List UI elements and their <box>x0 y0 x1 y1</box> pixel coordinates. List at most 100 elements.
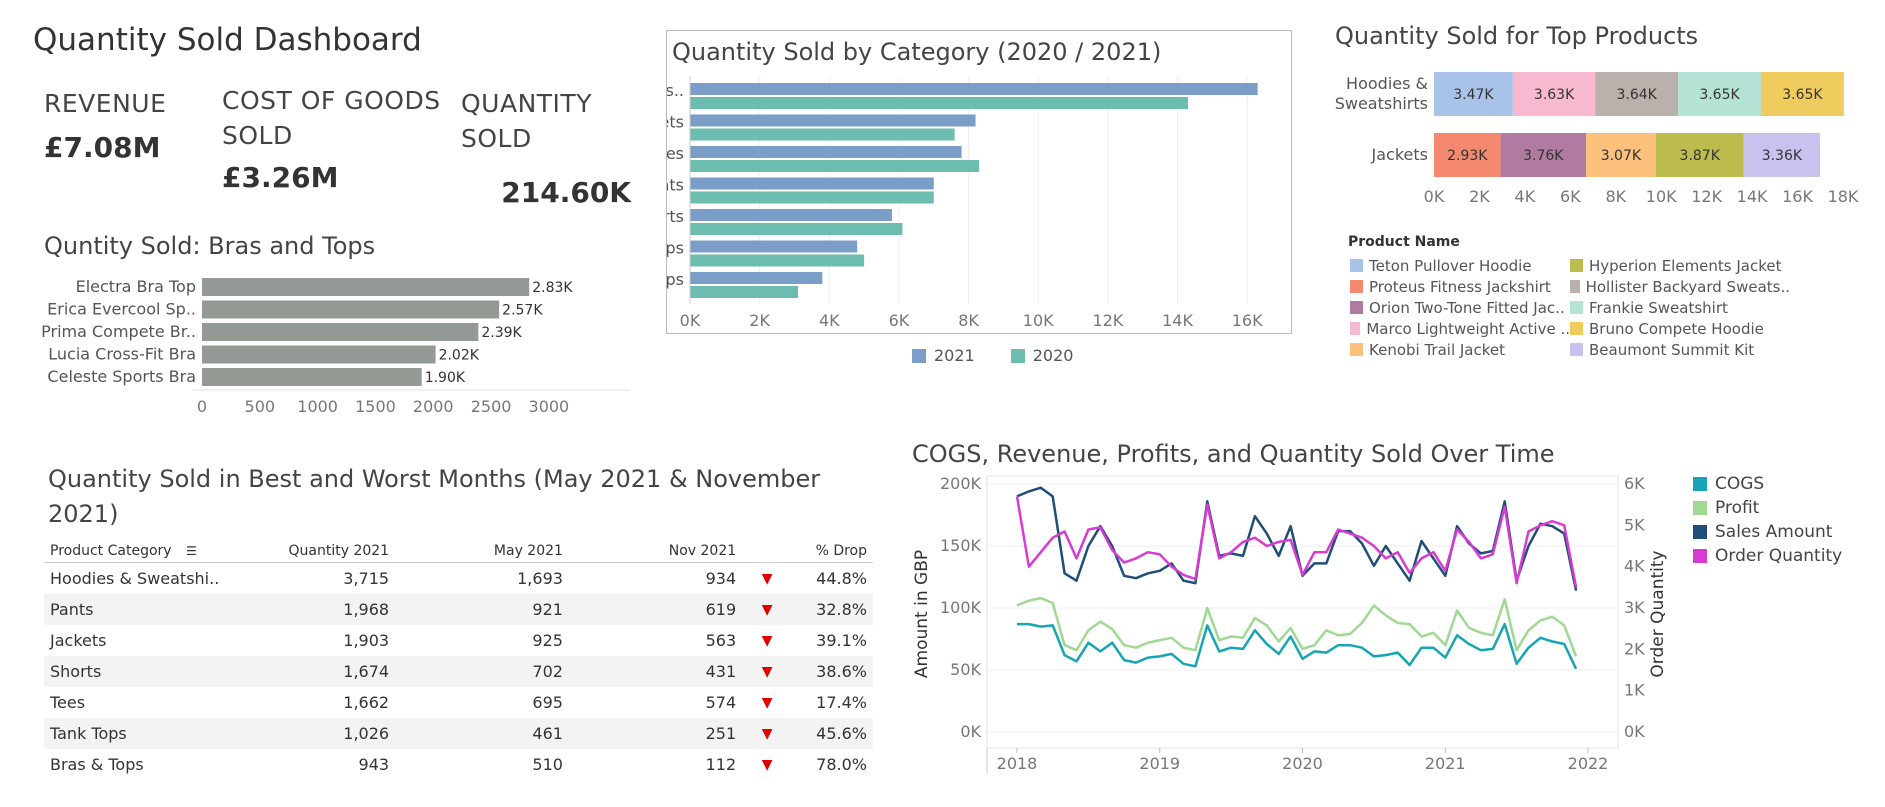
bar-2021[interactable] <box>690 240 858 253</box>
legend-swatch <box>1570 322 1583 335</box>
table-row[interactable]: Shorts 1,674 702 431 ▼ 38.6% <box>44 656 873 687</box>
table-row[interactable]: Hoodies & Sweatshi.. 3,715 1,693 934 ▼ 44.8% <box>44 563 873 595</box>
category-chart-frame <box>666 30 1292 334</box>
legend-item[interactable]: Bruno Compete Hoodie <box>1570 318 1790 339</box>
cell-category: Tank Tops <box>44 718 277 749</box>
data-label: 1.90K <box>425 370 466 386</box>
series-line-order-quantity[interactable] <box>1015 496 1578 588</box>
category-label: Tees <box>667 144 684 163</box>
stack-segment[interactable] <box>1434 72 1513 116</box>
legend-item[interactable]: Orion Two-Tone Fitted Jac.. <box>1350 297 1570 318</box>
stack-segment[interactable] <box>1595 72 1679 116</box>
stack-segment[interactable] <box>1678 72 1761 116</box>
legend-item[interactable]: Hyperion Elements Jacket <box>1570 255 1790 276</box>
cell-nov: 563 <box>705 631 737 650</box>
kpi-cogs: COST OF GOODS SOLD £3.26M <box>222 83 441 194</box>
y-right-tick-label: 6K <box>1624 474 1645 493</box>
bar-2020[interactable] <box>690 286 798 298</box>
bar-2021[interactable] <box>690 272 823 284</box>
legend-item[interactable]: Beaumont Summit Kit <box>1570 339 1790 360</box>
cell-may: 921 <box>395 594 569 625</box>
legend-item[interactable]: Teton Pullover Hoodie <box>1350 255 1570 276</box>
x-tick-label: 0 <box>197 397 207 416</box>
series-line-cogs[interactable] <box>1017 622 1578 670</box>
cell-drop: 17.4% <box>816 693 867 712</box>
category-chart: Hoodies & Sweats.. Jackets Tees Pants Shorts… <box>667 76 1263 330</box>
cell-nov: 934 <box>705 569 737 588</box>
legend-swatch <box>1693 549 1707 563</box>
cell-drop-icon: ▼ <box>761 632 773 649</box>
x-tick-label: 10K <box>1646 187 1677 206</box>
legend-label: Beaumont Summit Kit <box>1589 340 1755 359</box>
legend-item[interactable]: Marco Lightweight Active .. <box>1350 318 1570 339</box>
col-header-may[interactable]: May 2021 <box>395 540 569 563</box>
cell-category: Hoodies & Sweatshi.. <box>50 569 220 588</box>
table-row[interactable]: Bras & Tops 943 510 112 ▼ 78.0% <box>44 749 873 780</box>
series-line-profit[interactable] <box>1016 596 1578 657</box>
col-header-nov[interactable]: Nov 2021 <box>568 540 743 563</box>
legend-item[interactable]: COGS <box>1693 472 1842 496</box>
bar-2020[interactable] <box>690 97 1188 109</box>
kpi-revenue-value: £7.08M <box>44 131 161 164</box>
x-tick-label: 18K <box>1828 187 1859 206</box>
stack-segment[interactable] <box>1586 133 1656 177</box>
bar[interactable] <box>202 323 479 341</box>
top-products-chart: Hoodies &Sweatshirts 3.47K 3.63K 3.64K 3.65K… <box>1335 72 1859 206</box>
x-tick-label: 2K <box>749 311 770 330</box>
legend-swatch <box>1570 280 1580 293</box>
stack-segment[interactable] <box>1760 72 1844 116</box>
legend-item[interactable]: Hollister Backyard Sweats.. <box>1570 276 1790 297</box>
table-row[interactable]: Pants 1,968 921 619 ▼ 32.8% <box>44 594 873 625</box>
kpi-quantity-label-line1: QUANTITY <box>461 89 592 118</box>
bar[interactable] <box>202 345 436 364</box>
x-tick-label: 4K <box>1515 187 1536 206</box>
bar-2021[interactable] <box>690 177 934 190</box>
bar-2020[interactable] <box>690 128 955 141</box>
stack-segment[interactable] <box>1743 133 1821 177</box>
col-header-drop[interactable]: % Drop <box>792 540 873 563</box>
data-label: 3.76K <box>1523 148 1564 164</box>
x-tick-label: 16K <box>1232 311 1263 330</box>
legend-swatch <box>1693 477 1707 491</box>
bar-2020[interactable] <box>690 254 865 267</box>
table-row[interactable]: Tees 1,662 695 574 ▼ 17.4% <box>44 687 873 718</box>
x-tick-label: 6K <box>1560 187 1581 206</box>
cell-drop: 45.6% <box>792 718 873 749</box>
bar-2020[interactable] <box>690 191 934 204</box>
bar-2020[interactable] <box>690 223 903 235</box>
kpi-quantity-label-line2: SOLD <box>461 124 532 153</box>
y-left-tick-label: 100K <box>940 598 982 617</box>
legend-item[interactable]: Proteus Fitness Jackshirt <box>1350 276 1570 297</box>
table-row[interactable]: Tank Tops 1,026 461 251 ▼ 45.6% <box>44 718 873 749</box>
cell-drop-icon: ▼ <box>742 718 793 749</box>
bar[interactable] <box>202 278 530 296</box>
bar-2021[interactable] <box>690 83 1258 95</box>
col-header-category[interactable]: Product Category ☰ <box>44 540 277 563</box>
sort-icon[interactable]: ☰ <box>186 544 197 558</box>
legend-swatch <box>1010 348 1025 363</box>
bar-2021[interactable] <box>690 209 892 221</box>
top-products-title: Quantity Sold for Top Products <box>1335 22 1699 50</box>
bar-2020[interactable] <box>690 160 980 172</box>
legend-item[interactable]: Order Quantity <box>1693 544 1842 568</box>
stack-segment[interactable] <box>1512 72 1596 116</box>
data-label: 3.07K <box>1601 148 1642 164</box>
bar[interactable] <box>202 368 422 386</box>
legend-item[interactable]: Profit <box>1693 496 1842 520</box>
table-row[interactable]: Jackets 1,903 925 563 ▼ 39.1% <box>44 625 873 656</box>
stack-segment[interactable] <box>1655 133 1744 177</box>
y-left-tick-label: 50K <box>950 660 981 679</box>
col-header-qty[interactable]: Quantity 2021 <box>276 540 396 563</box>
stack-segment[interactable] <box>1500 133 1587 177</box>
stack-segment[interactable] <box>1434 133 1501 177</box>
series-line-sales-amount[interactable] <box>1016 486 1578 591</box>
category-label: Bras & Tops <box>667 270 684 289</box>
legend-item[interactable]: Frankie Sweatshirt <box>1570 297 1790 318</box>
category-chart-title: Quantity Sold by Category (2020 / 2021) <box>672 38 1162 66</box>
cell-drop: 78.0% <box>816 755 867 774</box>
legend-item[interactable]: Sales Amount <box>1693 520 1842 544</box>
bar-2021[interactable] <box>690 146 962 158</box>
bar[interactable] <box>202 300 500 319</box>
bar-2021[interactable] <box>690 114 976 127</box>
legend-item[interactable]: Kenobi Trail Jacket <box>1350 339 1570 360</box>
